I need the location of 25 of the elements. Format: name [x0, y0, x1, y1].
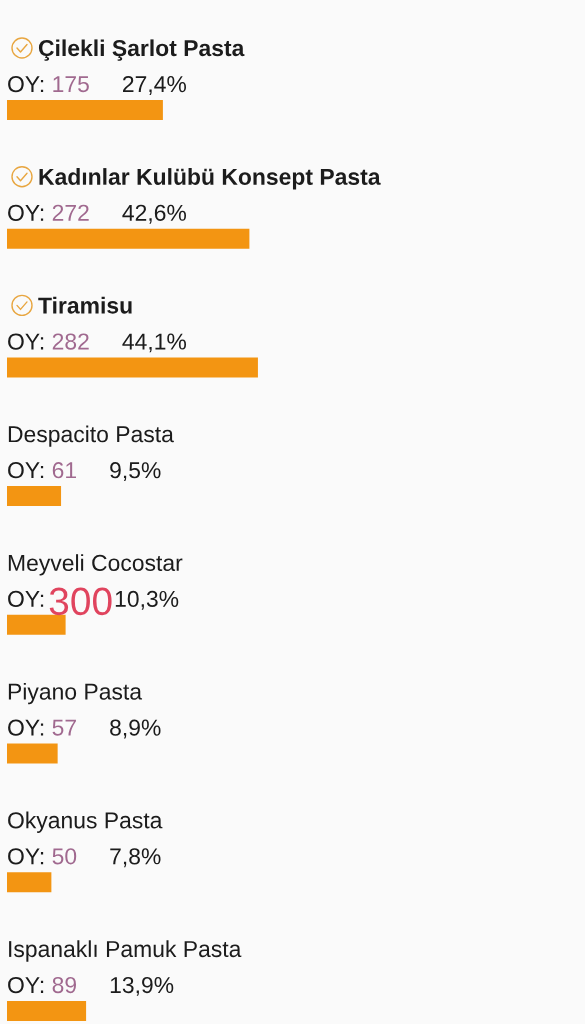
data-label: 9,5%: [110, 462, 161, 482]
y-tick-label: Meyveli Cocostar: [8, 554, 183, 576]
y-tick-label: Tiramisu: [38, 296, 132, 314]
data-label: 44,1%: [122, 333, 187, 353]
y-tick-label: Despacito Pasta: [8, 425, 174, 447]
data-label: 8,9%: [110, 719, 161, 739]
data-label: 42,6%: [122, 204, 187, 224]
y-tick-label: Ispanaklı Pamuk Pasta: [9, 940, 242, 962]
annotation: OY: 61: [8, 462, 76, 479]
annotation: OY: 272: [8, 204, 89, 221]
annotation: OY: 89: [8, 976, 77, 994]
annotation: OY: 57: [8, 719, 76, 736]
y-tick-label: Okyanus Pasta: [8, 811, 163, 833]
data-label: 13,9%: [110, 976, 174, 996]
data-label: 10,3%: [115, 590, 179, 610]
y-tick-label: Kadınlar Kulübü Konsept Pasta: [39, 168, 381, 190]
data-label: 7,8%: [110, 848, 161, 868]
annotation: OY: 282: [8, 333, 89, 350]
y-tick-label: Piyano Pasta: [8, 682, 143, 705]
annotation: OY: 175: [8, 76, 89, 93]
y-tick-label: Çilekli Şarlot Pasta: [38, 39, 245, 61]
data-label: 27,4%: [123, 76, 187, 95]
annotation: OY: 50: [8, 848, 77, 865]
annotation: OY:: [8, 590, 44, 608]
annotation: 300: [49, 587, 112, 616]
